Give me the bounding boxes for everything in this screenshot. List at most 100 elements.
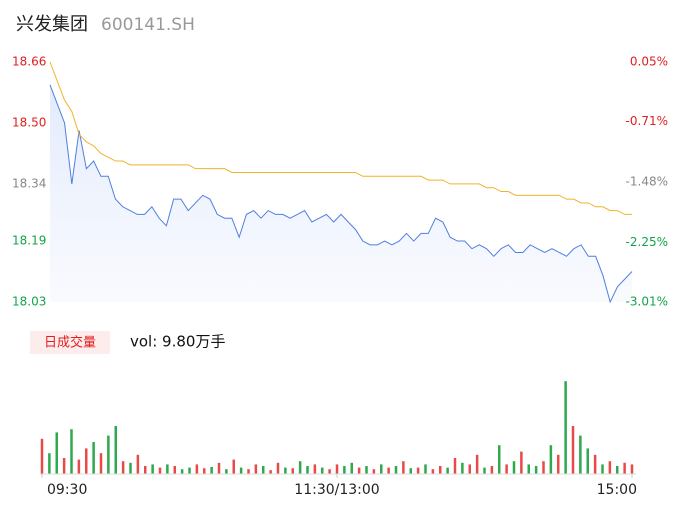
volume-bar xyxy=(453,458,457,474)
volume-bar xyxy=(557,454,560,474)
volume-bar xyxy=(291,468,294,474)
y2-tick-label: 0.05% xyxy=(630,55,668,69)
volume-bar xyxy=(343,466,346,474)
x-tick-label: 11:30/13:00 xyxy=(294,482,379,498)
volume-bar xyxy=(564,381,567,474)
volume-bar xyxy=(114,426,117,474)
volume-bar xyxy=(129,462,132,474)
volume-bar xyxy=(313,464,317,474)
volume-bar xyxy=(431,469,435,474)
volume-bar xyxy=(62,458,66,474)
volume-bar xyxy=(239,467,243,474)
volume-bar xyxy=(262,466,265,474)
volume-bar xyxy=(217,462,221,474)
volume-badge xyxy=(30,331,110,354)
series-line xyxy=(49,61,632,215)
volume-bar xyxy=(616,466,619,474)
volume-title: 日成交量 xyxy=(44,335,96,351)
volume-bar xyxy=(306,466,309,474)
volume-bar xyxy=(579,435,582,474)
y2-tick-label: -1.48% xyxy=(626,175,668,189)
stock-code: 600141.SH xyxy=(101,15,195,35)
volume-bar xyxy=(232,459,235,474)
volume-bar xyxy=(387,467,390,474)
volume-bar xyxy=(549,445,553,474)
y2-tick-label: -2.25% xyxy=(626,235,668,249)
volume-bar xyxy=(365,466,368,474)
x-tick-label: 09:30 xyxy=(47,482,87,498)
volume-bar xyxy=(269,470,272,474)
volume-bar xyxy=(173,466,176,474)
series-line xyxy=(49,84,633,304)
volume-bar xyxy=(70,429,73,474)
volume-bar xyxy=(520,451,523,474)
volume-bar xyxy=(210,466,213,474)
volume-bar xyxy=(276,462,280,474)
volume-bar xyxy=(468,464,471,474)
volume-bar xyxy=(505,464,508,474)
volume-bar xyxy=(424,464,427,474)
volume-bar xyxy=(409,468,412,474)
volume-bar xyxy=(195,464,199,474)
y-tick-label: 18.34 xyxy=(12,176,46,190)
volume-bar xyxy=(623,462,626,474)
y-tick-label: 18.66 xyxy=(12,55,46,69)
y-tick-label: 18.50 xyxy=(12,115,46,129)
volume-bar xyxy=(144,466,147,474)
y-tick-label: 18.19 xyxy=(12,234,46,248)
volume-bar xyxy=(188,467,191,474)
volume-bar xyxy=(416,467,420,474)
volume-bar xyxy=(483,467,486,474)
volume-bar xyxy=(166,464,169,474)
volume-bar xyxy=(99,453,103,474)
volume-bar xyxy=(298,461,302,474)
volume-bar xyxy=(85,448,88,474)
volume-bar xyxy=(77,459,81,474)
volume-bar xyxy=(372,469,376,474)
volume-bar xyxy=(151,464,154,474)
volume-bar xyxy=(92,442,95,474)
volume-bar xyxy=(158,467,162,474)
volume-bar xyxy=(534,466,538,474)
volume-bar xyxy=(40,438,44,474)
volume-bar xyxy=(601,464,604,474)
volume-bar xyxy=(593,454,597,474)
volume-bar xyxy=(380,464,383,474)
volume-bar xyxy=(350,462,353,474)
y-tick-label: 18.03 xyxy=(12,295,46,309)
volume-bar xyxy=(335,464,339,474)
volume-bar xyxy=(284,467,287,474)
volume-bar xyxy=(402,461,405,474)
volume-bar xyxy=(121,461,125,474)
volume-bar xyxy=(542,461,545,474)
volume-bar xyxy=(586,448,589,474)
volume-bar xyxy=(571,426,575,474)
volume-bar xyxy=(328,469,331,474)
volume-bar xyxy=(321,467,324,474)
y2-tick-label: -0.71% xyxy=(626,114,668,128)
volume-bar xyxy=(527,464,530,474)
stock-name: 兴发集团 xyxy=(16,14,88,35)
volume-bar xyxy=(357,467,361,474)
price-area xyxy=(50,84,632,302)
volume-bar xyxy=(254,464,258,474)
volume-bar xyxy=(512,461,516,474)
volume-bar xyxy=(498,445,501,474)
volume-bar xyxy=(48,453,51,474)
volume-bar xyxy=(55,432,58,474)
y2-tick-label: -3.01% xyxy=(626,295,668,309)
volume-bar xyxy=(180,469,184,474)
volume-label: vol: 9.80万手 xyxy=(130,333,225,351)
volume-bar xyxy=(203,468,206,474)
volume-bar xyxy=(475,454,479,474)
volume-bar xyxy=(394,466,398,474)
volume-bar xyxy=(225,469,228,474)
volume-bar xyxy=(630,464,634,474)
volume-bar xyxy=(608,461,612,474)
volume-bar xyxy=(107,435,110,474)
volume-bar xyxy=(136,454,140,474)
volume-bar xyxy=(461,462,464,474)
volume-bar xyxy=(490,466,494,474)
volume-bar xyxy=(247,469,250,474)
